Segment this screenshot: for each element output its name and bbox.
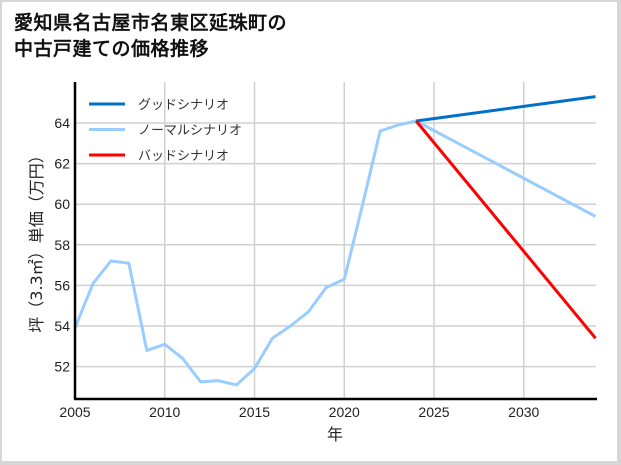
y-tick-label: 52 (54, 359, 70, 375)
y-tick-label: 54 (54, 318, 70, 334)
x-tick-label: 2005 (59, 404, 90, 420)
legend-label: グッドシナリオ (138, 98, 229, 113)
grid-lines (75, 82, 596, 399)
y-axis-label: 坪（3.3㎡）単価（万円） (27, 147, 46, 332)
series-line (415, 95, 596, 123)
y-tick-label: 64 (54, 115, 70, 131)
x-tick-label: 2025 (418, 404, 449, 420)
x-tick-label: 2015 (239, 404, 270, 420)
x-axis-label: 年 (327, 425, 343, 444)
data-series (73, 95, 597, 387)
y-tick-label: 56 (54, 277, 70, 293)
x-tick-labels: 2005 2010 2015 2020 2025 2030 (59, 404, 539, 420)
y-tick-label: 58 (54, 237, 70, 253)
chart-title-line-1: 愛知県名古屋市名東区延珠町の (14, 12, 288, 34)
x-tick-label: 2010 (149, 404, 180, 420)
axes (73, 82, 597, 401)
y-tick-label: 62 (54, 156, 70, 172)
y-tick-label: 60 (54, 196, 70, 212)
x-tick-label: 2030 (508, 404, 539, 420)
chart-title-line-2: 中古戸建ての価格推移 (14, 38, 210, 60)
y-tick-labels: 52 54 56 58 60 62 64 (54, 115, 70, 375)
series-line (414, 120, 597, 340)
legend-label: バッドシナリオ (138, 149, 229, 164)
legend-label: ノーマルシナリオ (138, 124, 242, 139)
series-line (73, 119, 597, 387)
x-tick-label: 2020 (329, 404, 360, 420)
chart-title: 愛知県名古屋市名東区延珠町の 中古戸建ての価格推移 (14, 10, 287, 62)
chart-card: 愛知県名古屋市名東区延珠町の 中古戸建ての価格推移 (2, 2, 617, 461)
